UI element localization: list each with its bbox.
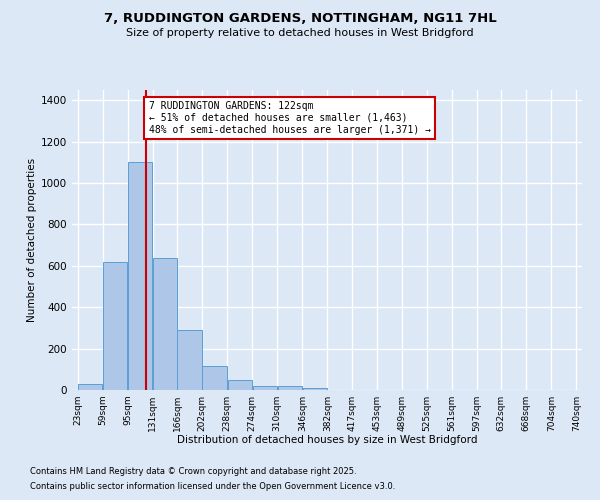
Bar: [128, 162, 152, 390]
Bar: [103, 262, 127, 390]
Text: 7, RUDDINGTON GARDENS, NOTTINGHAM, NG11 7HL: 7, RUDDINGTON GARDENS, NOTTINGHAM, NG11 …: [104, 12, 496, 26]
Y-axis label: Number of detached properties: Number of detached properties: [27, 158, 37, 322]
Text: Contains HM Land Registry data © Crown copyright and database right 2025.: Contains HM Land Registry data © Crown c…: [30, 467, 356, 476]
X-axis label: Distribution of detached houses by size in West Bridgford: Distribution of detached houses by size …: [177, 436, 477, 446]
Text: 7 RUDDINGTON GARDENS: 122sqm
← 51% of detached houses are smaller (1,463)
48% of: 7 RUDDINGTON GARDENS: 122sqm ← 51% of de…: [149, 102, 431, 134]
Bar: [278, 386, 302, 390]
Text: Contains public sector information licensed under the Open Government Licence v3: Contains public sector information licen…: [30, 482, 395, 491]
Bar: [178, 330, 202, 390]
Bar: [78, 384, 102, 390]
Bar: [227, 380, 252, 390]
Bar: [253, 386, 277, 390]
Text: Size of property relative to detached houses in West Bridgford: Size of property relative to detached ho…: [126, 28, 474, 38]
Bar: [202, 366, 227, 390]
Bar: [302, 388, 327, 390]
Bar: [153, 258, 177, 390]
